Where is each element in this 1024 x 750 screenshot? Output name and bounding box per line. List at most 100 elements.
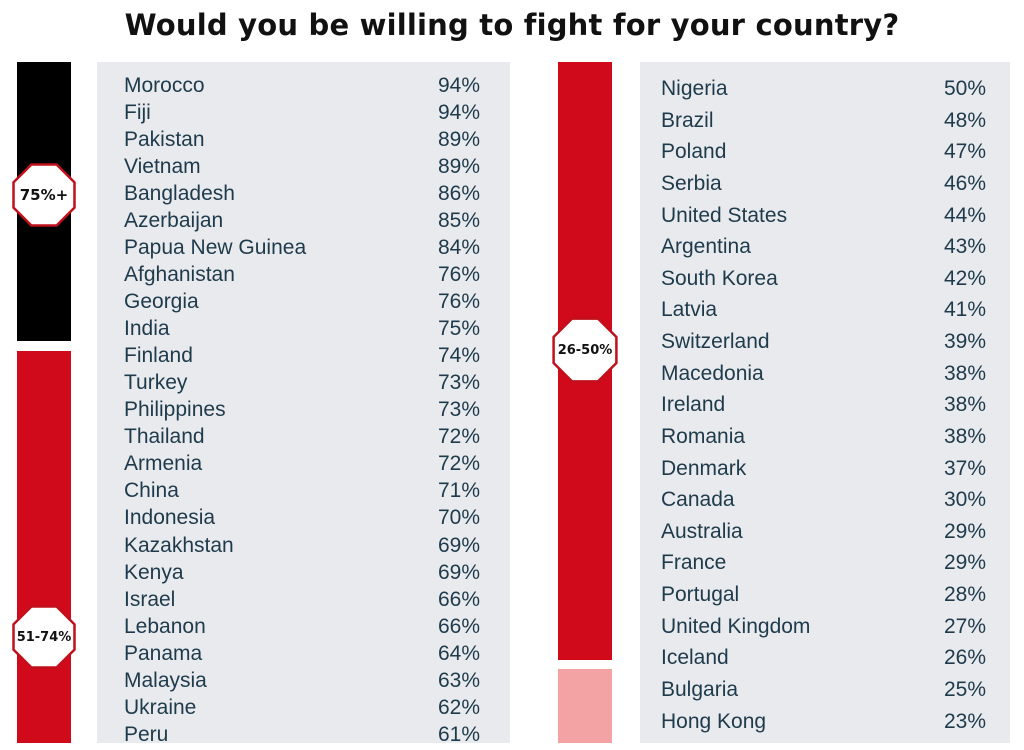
value-label: 27% bbox=[943, 614, 986, 638]
value-label: 74% bbox=[437, 344, 480, 368]
value-label: 46% bbox=[943, 171, 986, 195]
table-row: Ukraine 62% bbox=[124, 696, 480, 723]
table-row: Fiji 94% bbox=[124, 101, 480, 128]
country-label: Canada bbox=[661, 488, 735, 512]
table-row: Denmark 37% bbox=[661, 457, 986, 489]
value-label: 75% bbox=[437, 317, 480, 341]
left-panel bbox=[97, 62, 510, 743]
table-row: Morocco 94% bbox=[124, 74, 480, 101]
table-row: Thailand 72% bbox=[124, 425, 480, 452]
value-label: 89% bbox=[437, 155, 480, 179]
table-row: Nigeria 50% bbox=[661, 77, 986, 109]
country-label: Serbia bbox=[661, 171, 722, 195]
country-label: Fiji bbox=[124, 101, 151, 125]
table-row: Ireland 38% bbox=[661, 393, 986, 425]
value-label: 71% bbox=[437, 479, 480, 503]
right-panel bbox=[640, 62, 1010, 743]
table-row: Canada 30% bbox=[661, 488, 986, 520]
value-label: 69% bbox=[437, 533, 480, 557]
table-row: Iceland 26% bbox=[661, 646, 986, 678]
table-row: Kazakhstan 69% bbox=[124, 534, 480, 561]
value-label: 48% bbox=[943, 108, 986, 132]
octagon-shape bbox=[12, 605, 76, 669]
country-label: Macedonia bbox=[661, 361, 764, 385]
value-label: 26% bbox=[943, 646, 986, 670]
table-row: Azerbaijan 85% bbox=[124, 209, 480, 236]
group-badge-label: 51-74% bbox=[16, 629, 72, 645]
table-row: Switzerland 39% bbox=[661, 330, 986, 362]
value-label: 64% bbox=[437, 641, 480, 665]
country-label: Morocco bbox=[124, 74, 205, 97]
value-label: 30% bbox=[943, 488, 986, 512]
country-label: Turkey bbox=[124, 371, 188, 395]
value-label: 72% bbox=[437, 425, 480, 449]
table-row: United Kingdom 27% bbox=[661, 615, 986, 647]
value-label: 76% bbox=[437, 263, 480, 287]
value-label: 85% bbox=[437, 209, 480, 233]
octagon-shape bbox=[552, 317, 618, 383]
country-label: Armenia bbox=[124, 452, 203, 476]
table-row: Panama 64% bbox=[124, 642, 480, 669]
value-label: 28% bbox=[943, 583, 986, 607]
table-row: Finland 74% bbox=[124, 344, 480, 371]
table-row: Romania 38% bbox=[661, 425, 986, 457]
value-label: 37% bbox=[943, 456, 986, 480]
country-label: Afghanistan bbox=[124, 263, 235, 287]
country-label: Kenya bbox=[124, 560, 184, 584]
country-label: United States bbox=[661, 203, 788, 227]
value-label: 41% bbox=[943, 298, 986, 322]
country-label: Vietnam bbox=[124, 155, 201, 179]
value-label: 76% bbox=[437, 290, 480, 314]
group-badge: 51-74% bbox=[9, 602, 79, 672]
table-row: Georgia 76% bbox=[124, 290, 480, 317]
value-label: 38% bbox=[943, 393, 986, 417]
country-label: India bbox=[124, 317, 170, 341]
value-label: 72% bbox=[437, 452, 480, 476]
value-label: 44% bbox=[943, 203, 986, 227]
table-row: Bangladesh 86% bbox=[124, 182, 480, 209]
country-label: Pakistan bbox=[124, 128, 205, 152]
value-label: 29% bbox=[943, 551, 986, 575]
table-row: Argentina 43% bbox=[661, 235, 986, 267]
country-label: Lebanon bbox=[124, 614, 206, 638]
table-row: Papua New Guinea 84% bbox=[124, 236, 480, 263]
country-label: Panama bbox=[124, 641, 203, 665]
group-bar bbox=[17, 351, 71, 743]
country-label: United Kingdom bbox=[661, 614, 811, 638]
table-row: Armenia 72% bbox=[124, 452, 480, 479]
value-label: 42% bbox=[943, 266, 986, 290]
table-row: Peru 61% bbox=[124, 723, 480, 750]
value-label: 84% bbox=[437, 236, 480, 260]
group-bar bbox=[558, 669, 612, 743]
table-row: Philippines 73% bbox=[124, 398, 480, 425]
table-row: Australia 29% bbox=[661, 520, 986, 552]
value-label: 29% bbox=[943, 519, 986, 543]
table-row: Latvia 41% bbox=[661, 298, 986, 330]
value-label: 94% bbox=[437, 74, 480, 97]
country-label: Brazil bbox=[661, 108, 714, 132]
value-label: 23% bbox=[943, 709, 986, 733]
country-label: Romania bbox=[661, 424, 746, 448]
table-row: South Korea 42% bbox=[661, 267, 986, 299]
table-row: Lebanon 66% bbox=[124, 615, 480, 642]
table-row: Kenya 69% bbox=[124, 561, 480, 588]
country-label: Switzerland bbox=[661, 330, 770, 354]
table-row: France 29% bbox=[661, 551, 986, 583]
country-label: Portugal bbox=[661, 583, 740, 607]
table-row: Turkey 73% bbox=[124, 371, 480, 398]
country-label: Australia bbox=[661, 519, 743, 543]
table-row: United States 44% bbox=[661, 204, 986, 236]
table-row: Hong Kong 23% bbox=[661, 710, 986, 742]
value-label: 86% bbox=[437, 182, 480, 206]
table-row: Malaysia 63% bbox=[124, 669, 480, 696]
country-label: Papua New Guinea bbox=[124, 236, 307, 260]
value-label: 89% bbox=[437, 128, 480, 152]
table-row: Indonesia 70% bbox=[124, 506, 480, 533]
country-label: Finland bbox=[124, 344, 193, 368]
value-label: 66% bbox=[437, 587, 480, 611]
table-row: Poland 47% bbox=[661, 140, 986, 172]
country-label: Peru bbox=[124, 722, 169, 746]
chart-title: Would you be willing to fight for your c… bbox=[124, 8, 900, 42]
table-row: Portugal 28% bbox=[661, 583, 986, 615]
country-label: Bangladesh bbox=[124, 182, 235, 206]
